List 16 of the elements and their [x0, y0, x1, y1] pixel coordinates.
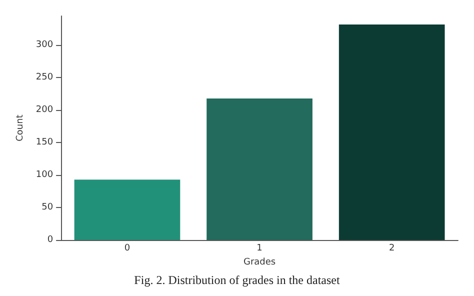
- x-tick-label: 1: [256, 244, 262, 254]
- y-tick-label: 150: [36, 138, 54, 148]
- bar: [338, 24, 445, 240]
- bar: [74, 180, 180, 240]
- x-tick-label: 0: [124, 244, 130, 254]
- caption: Fig. 2. Distribution of grades in the dataset: [134, 273, 340, 287]
- y-tick-label: 0: [47, 235, 54, 245]
- y-tick-label: 200: [36, 105, 54, 116]
- y-axis-title: Count: [16, 114, 26, 142]
- x-tick-label: 2: [388, 244, 395, 254]
- x-axis-title: Grades: [243, 258, 276, 268]
- y-tick-label: 100: [36, 170, 54, 180]
- y-tick-label: 250: [36, 72, 54, 83]
- y-tick-label: 300: [36, 40, 54, 50]
- y-tick-label: 50: [42, 202, 54, 213]
- bar: [206, 98, 312, 240]
